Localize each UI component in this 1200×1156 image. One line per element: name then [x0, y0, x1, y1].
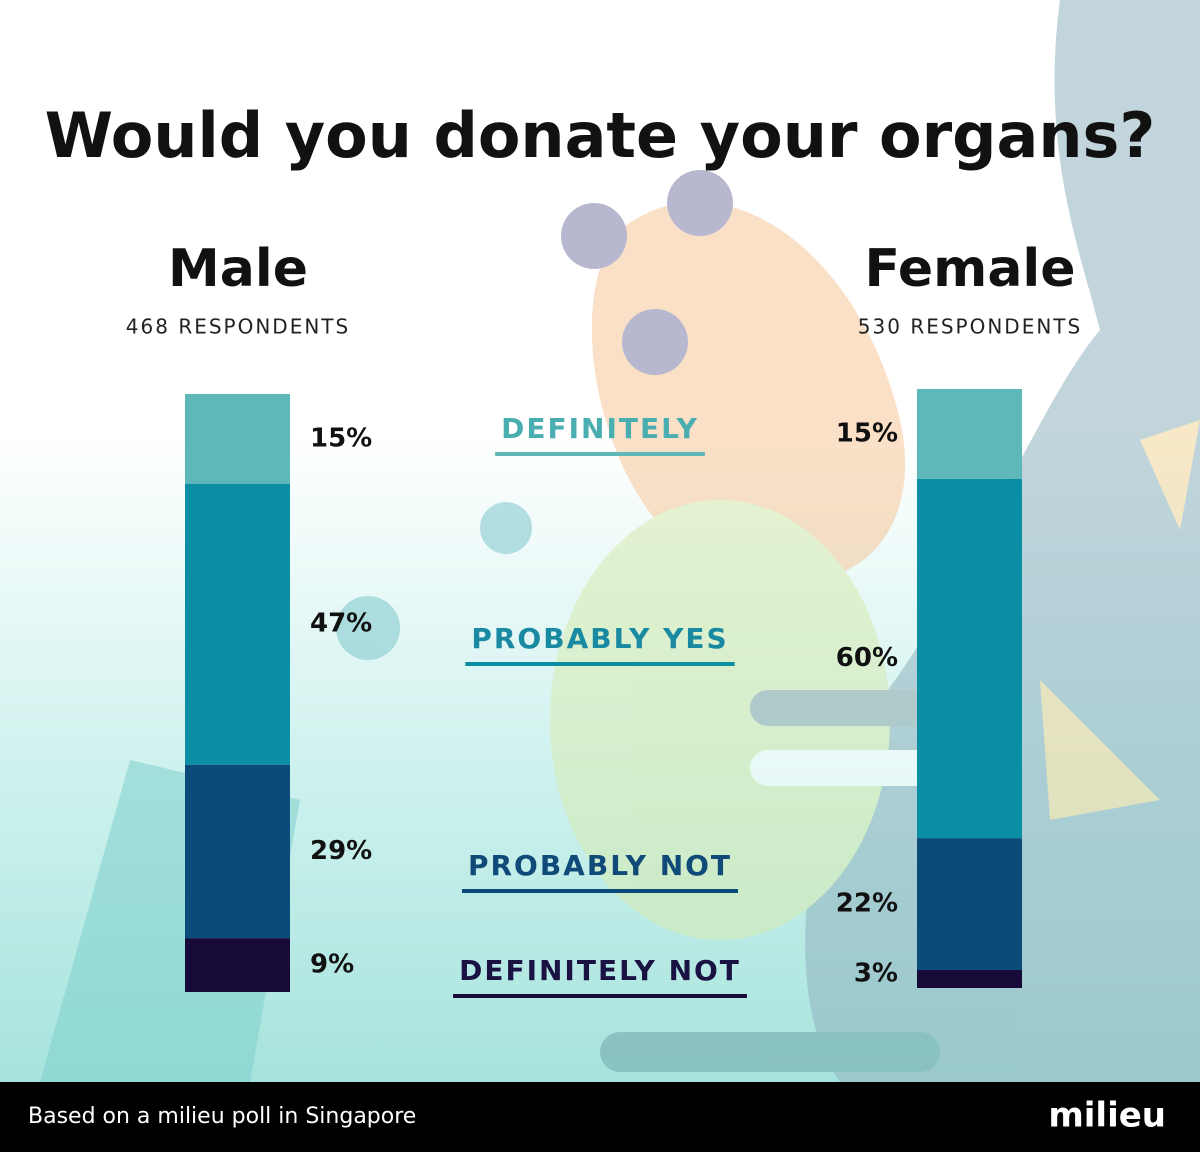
- legend-label: DEFINITELY NOT: [459, 954, 741, 987]
- value-label: 60%: [836, 643, 898, 673]
- bar-segment: [917, 478, 1022, 839]
- legend-label: PROBABLY NOT: [468, 849, 732, 882]
- bar-segment: [185, 483, 290, 765]
- chart-title: Would you donate your organs?: [45, 99, 1156, 172]
- footer-source: Based on a milieu poll in Singapore: [28, 1104, 416, 1129]
- value-label: 15%: [836, 418, 898, 448]
- bar-segment: [185, 394, 290, 484]
- bar-segment: [185, 764, 290, 939]
- bar-segment: [917, 970, 1022, 988]
- legend-label: DEFINITELY: [501, 412, 699, 445]
- respondents-label: 468 RESPONDENTS: [126, 315, 350, 339]
- bar-segment: [185, 938, 290, 992]
- footer-bar: [0, 1082, 1200, 1152]
- bar-segment: [917, 389, 1022, 479]
- value-label: 22%: [836, 889, 898, 919]
- respondents-label: 530 RESPONDENTS: [858, 315, 1082, 339]
- value-label: 29%: [310, 836, 372, 866]
- bar-segment: [917, 838, 1022, 971]
- group-label: Male: [168, 239, 308, 299]
- value-label: 47%: [310, 609, 372, 639]
- brand-logo: milieu: [1048, 1096, 1166, 1136]
- group-label: Female: [864, 239, 1075, 299]
- value-label: 9%: [310, 950, 354, 980]
- legend-label: PROBABLY YES: [471, 622, 728, 655]
- value-label: 3%: [854, 959, 898, 989]
- value-label: 15%: [310, 423, 372, 453]
